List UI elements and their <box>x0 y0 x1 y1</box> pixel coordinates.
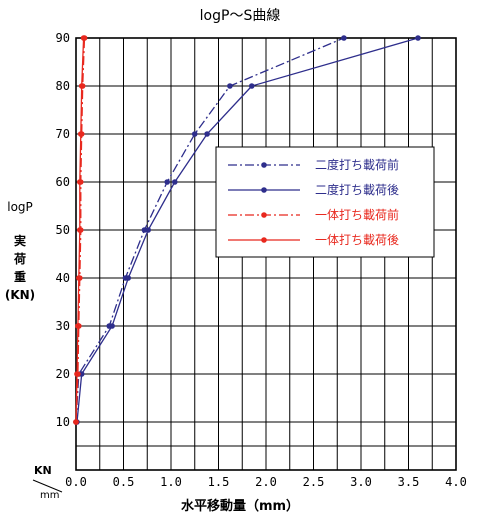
legend-marker <box>261 237 267 243</box>
y-axis-label-char-2: 荷 <box>13 251 26 266</box>
y-tick-label: 50 <box>56 223 70 237</box>
chart-title: logP～S曲線 <box>200 8 281 24</box>
x-tick-label: 2.5 <box>303 475 325 489</box>
legend-entry: 一体打ち載荷前 <box>228 207 399 222</box>
data-point <box>78 83 85 89</box>
x-tick-labels: 0.0 0.5 1.0 1.5 2.0 2.5 3.0 3.5 4.0 <box>65 475 467 489</box>
x-tick-label: 3.5 <box>398 475 420 489</box>
x-tick-label: 2.0 <box>255 475 277 489</box>
legend-marker <box>261 212 267 218</box>
data-point <box>76 275 82 281</box>
y-axis-label-char-3: 重 <box>14 269 26 284</box>
legend-entry: 二度打ち載荷後 <box>228 182 399 197</box>
data-point <box>73 419 79 425</box>
data-point <box>164 179 170 185</box>
plot-frame <box>75 37 457 471</box>
y-axis-label-char-1: 実 <box>14 233 26 248</box>
y-tick-label: 60 <box>56 175 70 189</box>
y-tick-label: 80 <box>56 79 70 93</box>
data-point <box>77 179 83 185</box>
data-point <box>248 83 255 89</box>
data-point <box>125 275 132 281</box>
data-point <box>204 131 210 137</box>
x-axis-label: 水平移動量（mm） <box>181 498 299 514</box>
data-point <box>415 35 421 41</box>
data-point <box>80 35 87 41</box>
y-axis-label: logP 実 荷 重 (KN) <box>5 200 35 302</box>
data-point <box>341 35 347 41</box>
y-tick-label: 90 <box>56 31 70 45</box>
legend-label: 二度打ち載荷前 <box>315 157 399 172</box>
data-point <box>75 323 81 329</box>
corner-divider <box>32 479 63 493</box>
y-tick-label: 10 <box>56 415 70 429</box>
series-layer <box>73 35 421 425</box>
data-point <box>172 179 178 185</box>
data-point <box>227 83 233 89</box>
legend-label: 一体打ち載荷前 <box>315 207 399 222</box>
x-tick-label: 0.0 <box>65 475 87 489</box>
series-4 <box>73 35 87 425</box>
corner-y-unit: KN <box>34 464 52 477</box>
data-point <box>77 227 83 233</box>
y-axis-label-logp: logP <box>7 200 33 214</box>
x-tick-label: 3.0 <box>350 475 372 489</box>
legend-marker <box>261 187 267 193</box>
data-point <box>191 131 198 137</box>
y-tick-labels: 10 20 30 40 50 60 70 80 90 <box>56 31 70 429</box>
corner-x-unit: mm <box>40 490 59 501</box>
legend-entry: 二度打ち載荷前 <box>228 157 399 172</box>
x-tick-label: 1.5 <box>208 475 230 489</box>
legend-marker <box>261 162 267 168</box>
y-axis-label-unit: (KN) <box>5 288 35 302</box>
x-tick-label: 0.5 <box>113 475 135 489</box>
legend-label: 一体打ち載荷後 <box>315 233 399 247</box>
data-point <box>77 131 84 137</box>
x-tick-label: 1.0 <box>160 475 182 489</box>
y-tick-label: 40 <box>56 271 70 285</box>
y-tick-label: 70 <box>56 127 70 141</box>
x-tick-label: 4.0 <box>445 475 467 489</box>
data-point <box>109 323 115 329</box>
y-tick-label: 20 <box>56 367 70 381</box>
data-point <box>145 227 151 233</box>
data-point <box>74 371 80 377</box>
legend-entry: 一体打ち載荷後 <box>228 233 399 247</box>
y-tick-label: 30 <box>56 319 70 333</box>
legend-label: 二度打ち載荷後 <box>315 182 399 197</box>
